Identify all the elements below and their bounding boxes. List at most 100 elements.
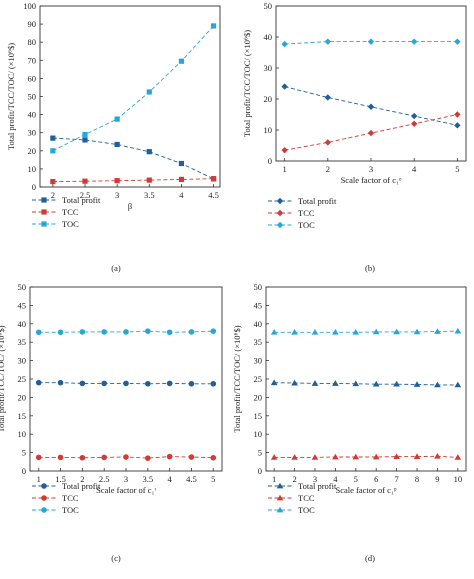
y-tick-label: 20 bbox=[18, 392, 27, 402]
y-tick-label: 20 bbox=[28, 146, 37, 156]
x-tick-label: 2.5 bbox=[99, 474, 110, 484]
series-toc bbox=[35, 328, 217, 336]
data-point bbox=[434, 328, 441, 334]
data-point bbox=[434, 452, 441, 459]
y-tick-label: 5 bbox=[22, 448, 26, 458]
data-point bbox=[332, 453, 339, 460]
y-tick-label: 20 bbox=[264, 94, 273, 104]
data-point bbox=[146, 149, 152, 155]
series-tcc bbox=[35, 453, 217, 461]
data-point bbox=[410, 120, 418, 127]
legend-marker bbox=[276, 197, 284, 205]
data-point bbox=[146, 177, 152, 183]
legend-entry: Total profit bbox=[32, 195, 101, 205]
legend-label: TOC bbox=[62, 505, 79, 515]
data-point bbox=[145, 455, 151, 461]
y-tick-label: 90 bbox=[28, 19, 37, 29]
data-point bbox=[270, 379, 278, 386]
panel-caption: (d) bbox=[365, 553, 375, 563]
data-point bbox=[178, 176, 185, 182]
y-tick-label: 50 bbox=[18, 282, 27, 292]
data-point bbox=[454, 122, 461, 129]
data-point bbox=[188, 380, 195, 387]
y-tick-label: 0 bbox=[268, 156, 272, 166]
data-point bbox=[372, 453, 380, 460]
data-point bbox=[454, 327, 462, 334]
data-point bbox=[82, 178, 88, 184]
data-point bbox=[114, 141, 120, 148]
data-point bbox=[101, 380, 107, 387]
data-point bbox=[324, 139, 332, 146]
x-tick-label: 2.5 bbox=[80, 190, 91, 200]
panel-caption: (c) bbox=[111, 553, 121, 563]
x-tick-label: 4.5 bbox=[208, 190, 219, 200]
legend-entry: TCC bbox=[268, 493, 315, 503]
legend-entry: TOC bbox=[268, 505, 315, 515]
chart-panel-1: 0 10 20 30 40 50 60 70 80 90 100 2 2.5 3 3.5 4 4.5 β Total… bbox=[6, 1, 221, 273]
y-tick-label: 50 bbox=[28, 92, 37, 102]
y-tick-label: 50 bbox=[264, 1, 273, 11]
plot-frame bbox=[275, 5, 467, 162]
x-tick-label: 5 bbox=[455, 164, 459, 174]
data-point bbox=[352, 328, 360, 335]
data-point bbox=[352, 380, 360, 387]
x-axis-label: Scale factor of c₁ᵒ bbox=[341, 175, 402, 185]
series-tcc bbox=[281, 111, 461, 154]
y-tick-label: 25 bbox=[254, 374, 263, 384]
y-tick-label: 10 bbox=[18, 429, 27, 439]
x-tick-label: 3 bbox=[124, 474, 128, 484]
data-point bbox=[79, 454, 86, 461]
x-tick-label: 2 bbox=[80, 474, 84, 484]
data-point bbox=[281, 83, 288, 90]
legend-label: TOC bbox=[298, 220, 315, 230]
y-axis-label: Total profit/TCC/TOC/ (×10⁶$) bbox=[6, 43, 16, 150]
data-point bbox=[291, 454, 298, 460]
data-point bbox=[410, 38, 418, 45]
data-point bbox=[57, 329, 64, 336]
y-axis-label: Total profit/TCC/TOC/ (×10⁶$) bbox=[232, 325, 242, 432]
y-tick-label: 35 bbox=[18, 337, 27, 347]
legend-marker bbox=[41, 507, 47, 513]
legend-marker bbox=[276, 506, 284, 513]
x-tick-label: 1 bbox=[272, 474, 276, 484]
x-tick-label: 4 bbox=[412, 164, 417, 174]
y-tick-label: 0 bbox=[32, 182, 36, 192]
legend-label: TCC bbox=[298, 493, 315, 503]
data-point bbox=[35, 329, 42, 336]
series-line bbox=[52, 25, 214, 152]
y-tick-label: 15 bbox=[254, 411, 263, 421]
x-tick-label: 3.5 bbox=[143, 474, 154, 484]
y-tick-label: 45 bbox=[254, 300, 263, 310]
data-point bbox=[101, 454, 107, 461]
legend-entry: Total profit bbox=[268, 481, 337, 491]
series-line bbox=[284, 86, 458, 126]
series-line bbox=[274, 455, 458, 458]
data-point bbox=[454, 454, 462, 460]
series-line bbox=[52, 178, 214, 183]
y-tick-label: 70 bbox=[28, 55, 37, 65]
legend-label: TOC bbox=[62, 219, 79, 229]
y-tick-label: 40 bbox=[264, 32, 273, 42]
data-point bbox=[166, 453, 173, 460]
data-point bbox=[50, 178, 56, 185]
x-tick-label: 4 bbox=[168, 474, 173, 484]
data-point bbox=[324, 94, 332, 101]
x-tick-label: 3 bbox=[313, 474, 317, 484]
x-tick-label: 4 bbox=[333, 474, 338, 484]
data-point bbox=[454, 38, 461, 45]
data-point bbox=[332, 328, 339, 335]
data-point bbox=[146, 89, 152, 95]
legend-entry: TCC bbox=[32, 493, 79, 503]
x-tick-label: 2 bbox=[292, 474, 296, 484]
y-tick-label: 5 bbox=[258, 448, 262, 458]
data-point bbox=[413, 453, 421, 460]
data-point bbox=[123, 329, 129, 335]
data-point bbox=[178, 58, 185, 64]
x-axis-label: β bbox=[128, 201, 132, 211]
x-axis-label: Scale factor of c₁ᶦ bbox=[96, 485, 156, 495]
data-point bbox=[291, 379, 298, 386]
y-tick-label: 30 bbox=[28, 128, 37, 138]
data-point bbox=[82, 131, 88, 138]
series-toc bbox=[50, 23, 217, 154]
